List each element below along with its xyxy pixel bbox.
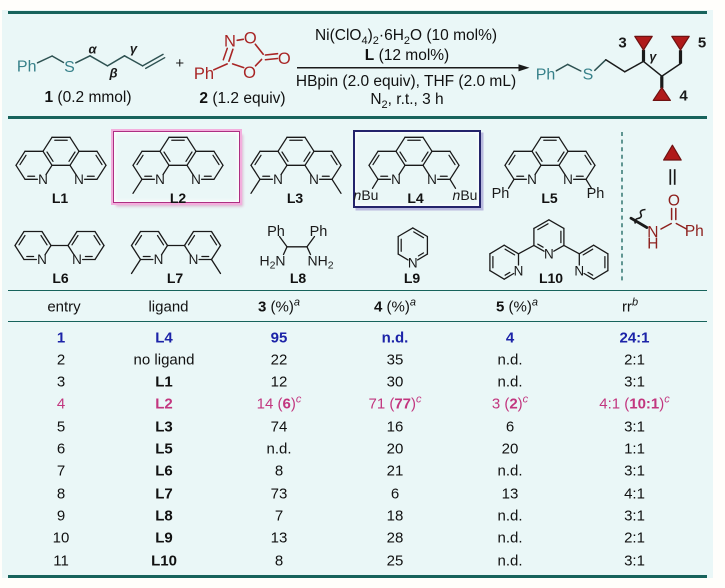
svg-text:γ: γ — [649, 50, 657, 64]
svg-text:Ph: Ph — [587, 186, 605, 202]
svg-text:H: H — [647, 236, 658, 253]
svg-text:N: N — [574, 263, 584, 278]
svg-text:N: N — [527, 172, 537, 187]
svg-text:+: + — [175, 55, 184, 72]
svg-text:3: 3 — [618, 35, 626, 52]
svg-text:N: N — [154, 252, 164, 267]
svg-text:N: N — [224, 33, 236, 51]
svg-text:N: N — [408, 255, 418, 270]
svg-text:N: N — [514, 263, 524, 278]
svg-text:N: N — [309, 172, 319, 187]
svg-text:β: β — [108, 66, 117, 81]
svg-text:N: N — [273, 172, 283, 187]
svg-text:S: S — [64, 59, 75, 76]
svg-text:H2N: H2N — [259, 253, 285, 272]
svg-text:O: O — [244, 29, 257, 47]
svg-text:Ph: Ph — [310, 224, 328, 240]
svg-text:N: N — [189, 252, 199, 267]
svg-text:N: N — [37, 252, 47, 267]
svg-text:S: S — [583, 67, 594, 84]
svg-text:N: N — [391, 172, 401, 187]
svg-text:Ph: Ph — [194, 65, 214, 83]
svg-text:O: O — [243, 64, 256, 82]
svg-text:O: O — [668, 193, 680, 210]
svg-text:nBu: nBu — [453, 187, 478, 203]
svg-text:4: 4 — [679, 88, 688, 105]
svg-text:N: N — [647, 224, 658, 241]
svg-text:Ph: Ph — [685, 223, 704, 240]
svg-text:γ: γ — [130, 41, 138, 56]
svg-text:N: N — [191, 172, 201, 187]
svg-text:N: N — [544, 247, 554, 262]
svg-text:N: N — [427, 172, 437, 187]
svg-text:Ph: Ph — [267, 224, 285, 240]
svg-text:Ph: Ph — [17, 59, 37, 76]
svg-text:Ph: Ph — [492, 186, 510, 202]
svg-text:NH2: NH2 — [307, 253, 333, 272]
svg-text:α: α — [88, 42, 97, 57]
svg-text:N: N — [38, 172, 48, 187]
svg-text:5: 5 — [698, 35, 706, 52]
svg-text:N: N — [72, 252, 82, 267]
svg-text:N: N — [155, 172, 165, 187]
svg-text:N: N — [74, 172, 84, 187]
svg-text:nBu: nBu — [354, 187, 379, 203]
svg-text:O: O — [278, 50, 291, 68]
svg-text:Ph: Ph — [536, 66, 556, 83]
svg-text:N: N — [563, 172, 573, 187]
